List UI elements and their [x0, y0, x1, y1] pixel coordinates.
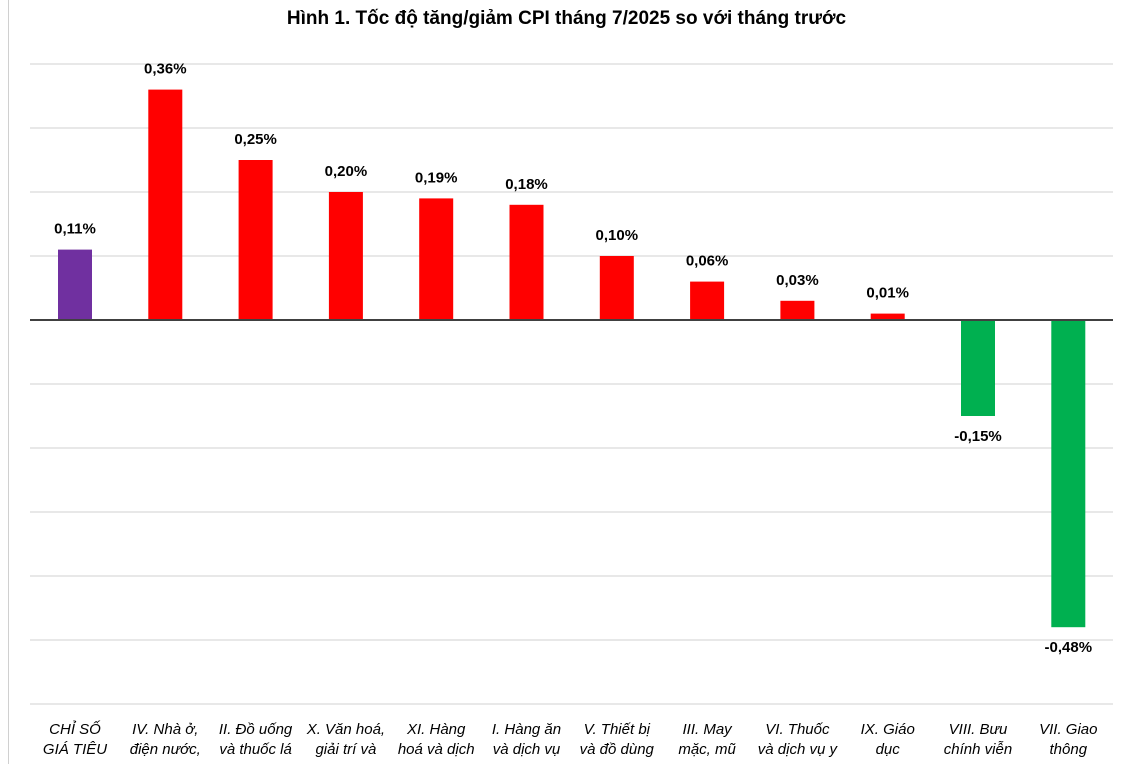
data-label: -0,48% [1045, 639, 1093, 656]
category-label: II. Đồ uống [219, 721, 293, 738]
bar [599, 256, 634, 320]
bar [148, 89, 183, 320]
data-label: 0,10% [596, 227, 639, 244]
category-label: IV. Nhà ở, [132, 721, 198, 738]
category-label: hoá và dịch [398, 741, 475, 758]
category-label: I. Hàng ăn [492, 721, 561, 738]
category-label: XI. Hàng [406, 721, 466, 738]
bar [509, 204, 544, 320]
data-label: 0,18% [505, 176, 548, 193]
category-label: mặc, mũ [678, 741, 736, 758]
data-label: 0,36% [144, 61, 187, 78]
data-labels: 0,11% 0,36% 0,25% 0,20% 0,19% 0,18% 0,10% 0,06%… [54, 61, 1092, 657]
data-label: 0,19% [415, 169, 458, 186]
category-label: III. May [683, 721, 734, 738]
chart-frame [8, 0, 1133, 764]
category-label: IX. Giáo [861, 721, 915, 738]
bar [419, 198, 454, 320]
bar [961, 320, 995, 416]
data-label: 0,03% [776, 272, 819, 289]
category-label: chính viễn [944, 741, 1012, 758]
data-label: 0,01% [866, 285, 909, 302]
category-label: CHỈ SỐ [49, 720, 101, 738]
chart-title: Hình 1. Tốc độ tăng/giảm CPI tháng 7/202… [286, 8, 847, 29]
data-label: 0,06% [686, 253, 729, 270]
bar [780, 300, 815, 320]
category-label: VIII. Bưu [949, 721, 1008, 738]
category-label: GIÁ TIÊU [43, 741, 107, 758]
category-label: V. Thiết bị [584, 721, 651, 738]
category-label: và dịch vụ y [758, 741, 839, 758]
gridlines [30, 63, 1113, 705]
bar [690, 281, 725, 320]
bar [328, 192, 363, 320]
bar [238, 160, 273, 320]
data-label: 0,25% [234, 131, 277, 148]
category-label: và thuốc lá [219, 741, 292, 758]
data-label: 0,11% [54, 221, 96, 238]
bars [58, 89, 1086, 628]
bar [1051, 320, 1086, 628]
bar [58, 249, 92, 320]
category-label: giải trí và [315, 741, 376, 758]
data-label: 0,20% [325, 163, 368, 180]
category-label: X. Văn hoá, [306, 721, 385, 738]
category-label: điện nước, [130, 741, 201, 758]
category-label: dục [876, 741, 901, 758]
bar [870, 313, 905, 320]
category-label: và dịch vụ [493, 741, 561, 758]
category-label: VI. Thuốc [765, 721, 830, 738]
category-label: VII. Giao [1039, 721, 1097, 738]
category-label: thông [1050, 741, 1088, 758]
category-label: và đồ dùng [580, 741, 655, 758]
data-label: -0,15% [954, 428, 1002, 445]
category-labels: CHỈ SỐ GIÁ TIÊU IV. Nhà ở, điện nước, II. Đồ… [43, 720, 1098, 758]
